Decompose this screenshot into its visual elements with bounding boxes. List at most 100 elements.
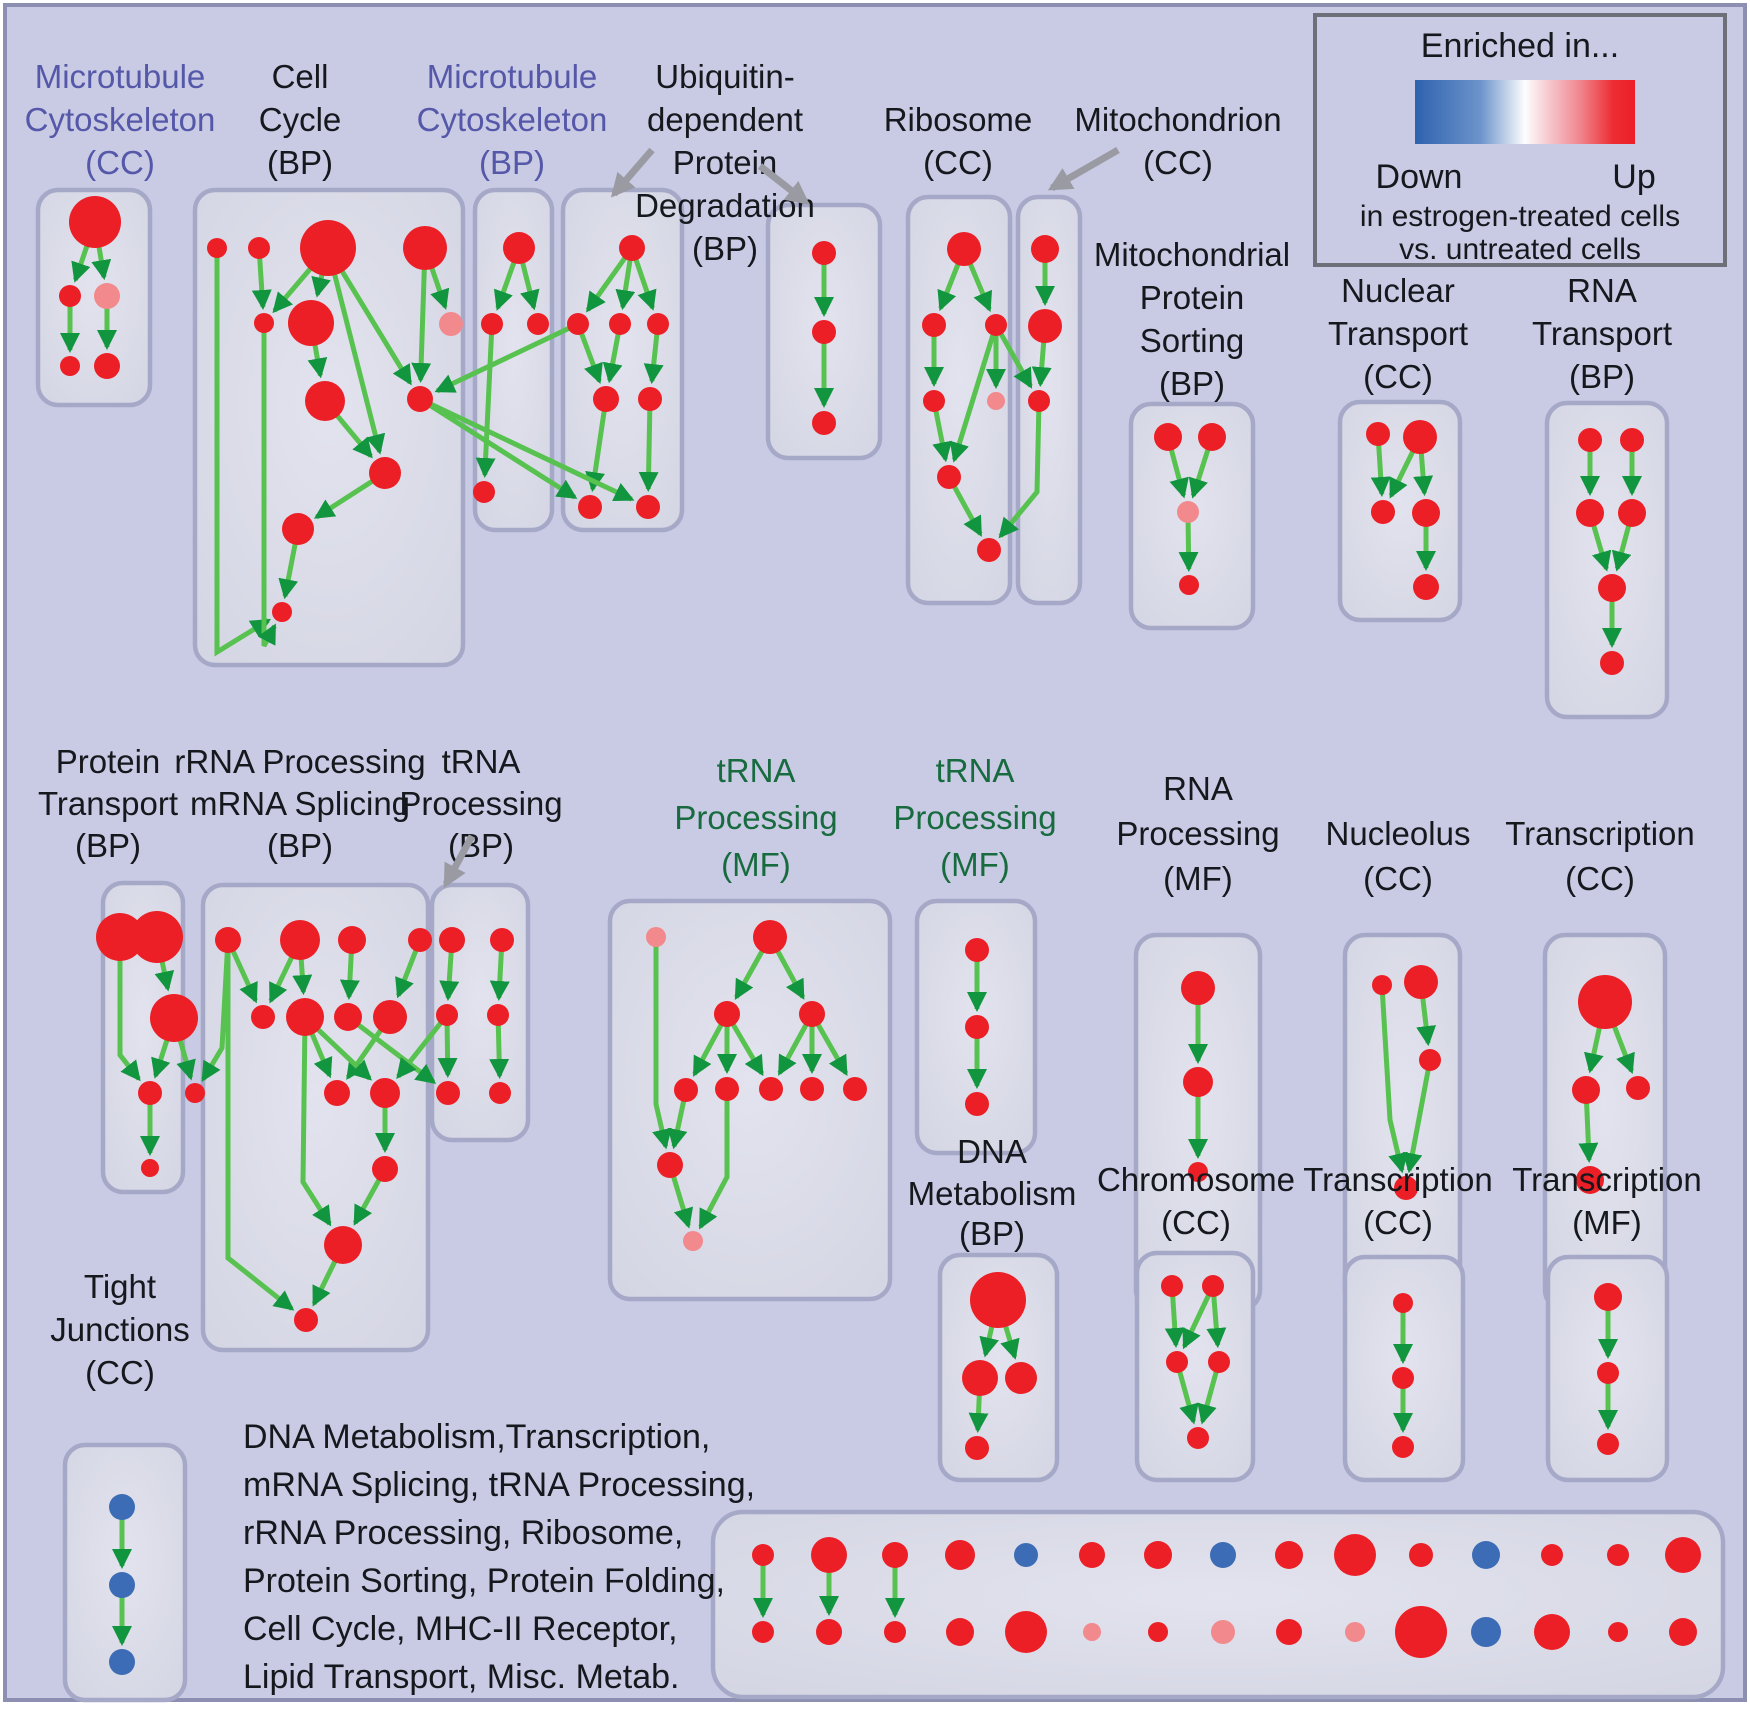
node-cyb [248,237,270,259]
legend-subtitle-1: in estrogen-treated cells [1360,200,1680,233]
edge-pt2-pbig [154,960,175,992]
edge-q1-q5 [230,949,258,1004]
node-sm [1177,501,1199,523]
node-bb2 [816,1619,842,1645]
node-q4 [408,928,432,952]
node-bb10 [1345,1622,1365,1642]
edge-cd-ce [1197,1370,1219,1425]
node-w1 [439,927,465,953]
node-q9 [324,1080,350,1106]
label-mitochondrion-cc: Mitochondrion (CC) [1074,101,1281,181]
label-rna-transport-bp: RNA Transport (BP) [1532,272,1672,395]
label-mito-protein-sorting-bp: Mitochondrial Protein Sorting (BP) [1094,236,1290,402]
node-wb2 [489,1082,511,1104]
edge-cyd-cyg [429,267,450,310]
label-nuclear-transport-cc: Nuclear Transport (CC) [1328,272,1468,395]
edge-ca-cc2 [1164,1295,1185,1348]
node-rbpk [987,392,1005,410]
edge-cyi-ubb1 [428,403,578,500]
node-mtm [1028,309,1062,343]
node-cya [207,238,227,258]
misc-text-line-6: Lipid Transport, Misc. Metab. [243,1658,680,1696]
edge-wm1-wb1 [437,1024,458,1078]
edge-q3-q7 [339,952,360,1000]
node-rbml [922,313,946,337]
legend-subtitle-2: vs. untreated cells [1399,233,1641,266]
node-ca [1161,1275,1183,1297]
edge-q6-q9 [309,1032,333,1079]
node-bt11 [1409,1543,1433,1567]
edge-v1-vlow [652,946,672,1150]
node-q8 [373,1000,407,1034]
node-bt14 [1607,1544,1629,1566]
edge-pbig-pm2 [176,1039,196,1081]
edge-q1-pm2 [201,951,230,1082]
node-y2 [1404,965,1438,999]
label-microtubule-bp: Microtubule Cytoskeleton (BP) [417,58,608,181]
node-bb4 [946,1618,974,1646]
label-pointer-arrows [442,146,1120,889]
edge-sm-sb [1178,521,1199,572]
edge-rm1-rmm [1591,524,1612,572]
node-q11 [372,1156,398,1182]
edge-ubm2-ubb2 [638,409,659,492]
node-va [674,1078,698,1102]
edge-y2-y3 [1416,997,1437,1047]
node-cb [1202,1275,1224,1297]
edge-q2-q5 [268,956,295,1004]
node-pm2 [185,1083,205,1103]
node-cc2 [1166,1351,1188,1373]
node-ve [843,1077,867,1101]
node-ub [1597,1362,1619,1384]
edge-rbhub-rbbot [952,485,983,537]
node-q7 [334,1003,362,1031]
node-x1 [1181,971,1215,1005]
edge-da-db [979,1325,999,1358]
node-bt8 [1210,1542,1236,1568]
node-rt1 [1578,428,1602,452]
node-vb [715,1077,739,1101]
label-protein-transport-bp: Protein Transport (BP) [38,743,178,864]
edge-w2-wm2 [489,950,510,1001]
node-bt5 [1014,1543,1038,1567]
node-st1 [1154,423,1182,451]
node-nb [1413,574,1439,600]
node-bb7 [1148,1622,1168,1642]
node-bt15 [1665,1537,1701,1573]
edge-st1-sm [1168,448,1189,499]
node-dd [965,1436,989,1460]
edge-q6-q10 [316,1027,372,1081]
node-vd [800,1077,824,1101]
label-transcription-mf: Transcription (MF) [1512,1161,1702,1241]
node-q2 [280,920,320,960]
edge-cyc-cyi [339,269,413,386]
misc-category-text: DNA Metabolism,Transcription, mRNA Splic… [243,1418,755,1696]
edge-cyh-cyj [335,414,373,459]
label-rna-processing-mf: RNA Processing (MF) [1116,770,1279,897]
node-vc [759,1077,783,1101]
node-rbmc [985,314,1007,336]
edge-y1-y4 [1380,993,1408,1174]
edge-cc2-ce [1177,1370,1199,1425]
node-j3 [109,1649,135,1675]
edge-vm2-vc [777,1023,809,1076]
node-c1t [69,196,121,248]
edge-ubt-ubra [585,256,628,313]
node-y3 [1419,1049,1441,1071]
node-vpk [683,1231,703,1251]
node-q6 [286,998,324,1036]
node-u51 [812,241,836,265]
edge-rbll-rbhub [932,410,953,463]
node-wb1 [436,1081,460,1105]
edge-cyb-cye [251,257,272,310]
label-microtubule-cc: Microtubule Cytoskeleton (CC) [25,58,216,181]
edge-vlow-vpk [671,1175,694,1229]
node-rbt [947,232,981,266]
edge-cyc-cyj [332,273,386,455]
edge-v2-vm2 [775,949,806,1000]
box-trna-processing-mf-1 [607,898,893,1302]
edge-va-vlow [667,1100,688,1150]
label-trna-processing-bp: tRNA Processing (BP) [399,743,562,864]
node-y4 [1394,1176,1418,1200]
